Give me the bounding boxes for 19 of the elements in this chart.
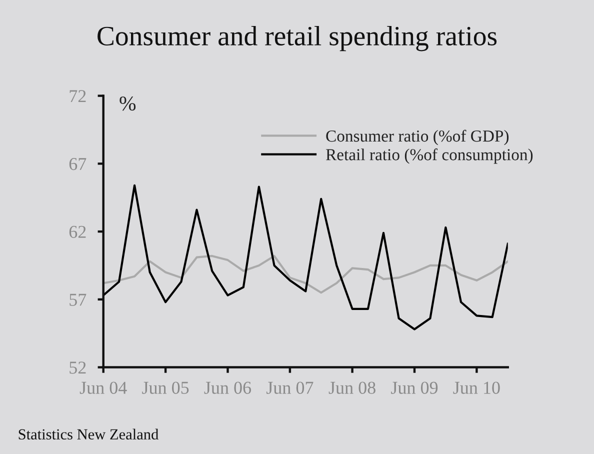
x-tick-label: Jun 09 [391, 382, 438, 394]
line-series [103, 184, 508, 330]
x-tick-label: Jun 06 [204, 382, 252, 394]
x-tick-label: Jun 10 [453, 382, 500, 394]
x-tick-label: Jun 05 [142, 382, 189, 394]
line-series [103, 254, 508, 294]
y-tick-label: 67 [69, 158, 86, 170]
chart-title: Consumer and retail spending ratios [98, 26, 497, 52]
y-tick-label: 52 [70, 362, 86, 374]
y-tick-label: 72 [70, 90, 86, 102]
x-tick-label: Jun 04 [80, 382, 127, 394]
x-tick-label: Jun 07 [266, 382, 314, 394]
x-tick-label: Jun 08 [328, 382, 376, 394]
y-tick-label: 57 [70, 294, 86, 306]
text: Statistics New Zealand [18, 428, 158, 440]
y-axis-title: % [120, 96, 136, 111]
y-tick-label: 62 [69, 226, 86, 238]
legend-label: Consumer ratio (%of GDP) [326, 130, 509, 146]
legend-label: Retail ratio (%of consumption) [326, 148, 533, 164]
